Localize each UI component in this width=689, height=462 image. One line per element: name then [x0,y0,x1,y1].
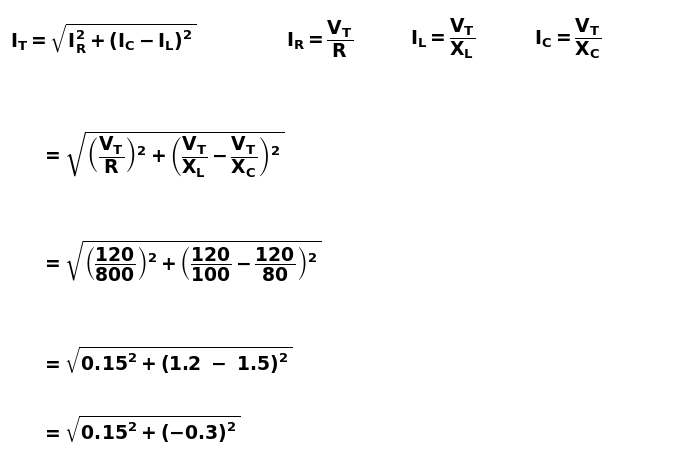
Text: $\mathbf{I_C = \dfrac{V_T}{X_C}}$: $\mathbf{I_C = \dfrac{V_T}{X_C}}$ [534,17,601,61]
Text: $\mathbf{= \sqrt{\left(\dfrac{120}{800}\right)^2 + \left(\dfrac{120}{100} - \dfr: $\mathbf{= \sqrt{\left(\dfrac{120}{800}\… [41,238,322,284]
Text: $\mathbf{= \sqrt{0.15^2 + (1.2\ -\ 1.5)^2}}$: $\mathbf{= \sqrt{0.15^2 + (1.2\ -\ 1.5)^… [41,345,293,376]
Text: $\mathbf{I_T = \sqrt{I_R^2 + (I_C - I_L)^2}}$: $\mathbf{I_T = \sqrt{I_R^2 + (I_C - I_L)… [10,22,197,56]
Text: $\mathbf{I_L = \dfrac{V_T}{X_L}}$: $\mathbf{I_L = \dfrac{V_T}{X_L}}$ [410,17,475,61]
Text: $\mathbf{= \sqrt{\left(\dfrac{V_T}{R}\right)^2 + \left(\dfrac{V_T}{X_L} - \dfrac: $\mathbf{= \sqrt{\left(\dfrac{V_T}{R}\ri… [41,130,285,180]
Text: $\mathbf{= \sqrt{0.15^2 + (-0.3)^2}}$: $\mathbf{= \sqrt{0.15^2 + (-0.3)^2}}$ [41,414,240,445]
Text: $\mathbf{I_R = \dfrac{V_T}{R}}$: $\mathbf{I_R = \dfrac{V_T}{R}}$ [286,18,353,60]
